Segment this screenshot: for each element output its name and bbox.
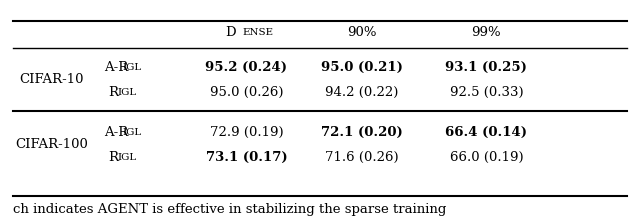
Text: CIFAR-100: CIFAR-100: [15, 138, 88, 151]
Text: D: D: [225, 26, 236, 39]
Text: ch indicates AGENT is effective in stabilizing the sparse training: ch indicates AGENT is effective in stabi…: [13, 203, 446, 216]
Text: 95.0 (0.21): 95.0 (0.21): [321, 61, 403, 74]
Text: 93.1 (0.25): 93.1 (0.25): [445, 61, 527, 74]
Text: IGL: IGL: [122, 63, 141, 72]
Text: 99%: 99%: [472, 26, 501, 39]
Text: 94.2 (0.22): 94.2 (0.22): [325, 86, 398, 99]
Text: 71.6 (0.26): 71.6 (0.26): [324, 151, 399, 164]
Text: R: R: [108, 151, 118, 164]
Text: 95.0 (0.26): 95.0 (0.26): [210, 86, 283, 99]
Text: ENSE: ENSE: [243, 28, 273, 37]
Text: 72.1 (0.20): 72.1 (0.20): [321, 126, 403, 139]
Text: A-R: A-R: [104, 126, 128, 139]
Text: 72.9 (0.19): 72.9 (0.19): [209, 126, 284, 139]
Text: 90%: 90%: [347, 26, 376, 39]
Text: 92.5 (0.33): 92.5 (0.33): [449, 86, 524, 99]
Text: 95.2 (0.24): 95.2 (0.24): [205, 61, 287, 74]
Text: 66.0 (0.19): 66.0 (0.19): [449, 151, 524, 164]
Text: IGL: IGL: [118, 88, 137, 97]
Text: 73.1 (0.17): 73.1 (0.17): [205, 151, 287, 164]
Text: 66.4 (0.14): 66.4 (0.14): [445, 126, 527, 139]
Text: R: R: [108, 86, 118, 99]
Text: CIFAR-10: CIFAR-10: [19, 73, 83, 86]
Text: IGL: IGL: [118, 153, 137, 162]
Text: IGL: IGL: [122, 128, 141, 137]
Text: A-R: A-R: [104, 61, 128, 74]
